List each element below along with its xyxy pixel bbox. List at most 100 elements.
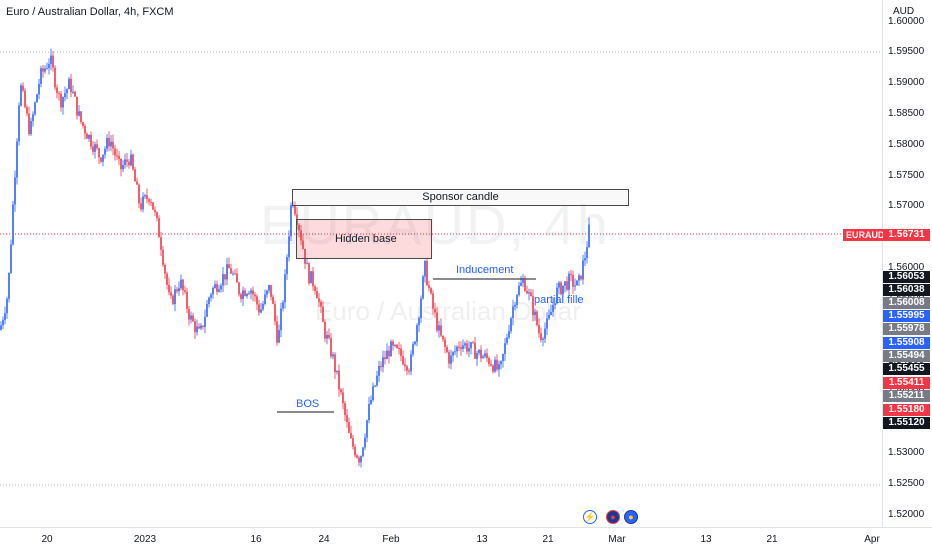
candle-body: [216, 284, 218, 292]
candle-body: [60, 93, 62, 108]
price-badge: 1.56038: [883, 284, 930, 296]
candle-body: [420, 298, 422, 319]
candle-body: [530, 292, 532, 297]
candle-body: [154, 209, 156, 213]
candle-body: [460, 347, 462, 349]
candle-body: [188, 308, 190, 320]
candle-body: [398, 347, 400, 349]
candle-body: [212, 288, 214, 295]
price-tick-label: 1.56000: [888, 262, 925, 274]
candle-body: [110, 141, 112, 147]
candle-body: [300, 230, 302, 241]
candle-body: [218, 289, 220, 292]
candle-body: [2, 319, 4, 326]
time-tick-label: 20: [41, 534, 53, 545]
candle-body: [182, 279, 184, 291]
candle-body: [164, 264, 166, 274]
candle-body: [46, 68, 48, 70]
time-tick-label: 13: [700, 534, 712, 545]
candle-body: [88, 134, 90, 139]
price-tick-label: 1.53000: [888, 447, 925, 459]
candle-body: [564, 281, 566, 286]
candle-body: [58, 93, 60, 95]
candle-body: [200, 325, 202, 329]
candle-body: [424, 260, 426, 277]
candle-body: [306, 263, 308, 265]
sponsor-candle-label: Sponsor candle: [422, 191, 499, 203]
candle-body: [282, 302, 284, 309]
candle-body: [346, 415, 348, 423]
candle-body: [428, 285, 430, 289]
candle-body: [124, 159, 126, 165]
candle-body: [102, 154, 104, 162]
candle-body: [496, 359, 498, 370]
hidden-base-box[interactable]: Hidden base: [296, 219, 432, 259]
candle-body: [152, 202, 154, 210]
candle-body: [6, 298, 8, 314]
candle-body: [548, 315, 550, 319]
candle-body: [50, 55, 52, 64]
candle-body: [294, 205, 296, 215]
candle-body: [198, 326, 200, 329]
candle-body: [376, 375, 378, 386]
price-badge: 1.55908: [883, 337, 930, 349]
candle-body: [196, 326, 198, 333]
candle-body: [434, 308, 436, 313]
candle-body: [348, 422, 350, 433]
candle-body: [68, 78, 70, 90]
candle-body: [28, 113, 30, 135]
candle-body: [554, 303, 556, 305]
candle-body: [538, 324, 540, 334]
symbol-badge: EURAUD: [843, 229, 888, 241]
candle-body: [24, 90, 26, 108]
candle-body: [390, 341, 392, 357]
candle-body: [168, 284, 170, 293]
candle-body: [234, 273, 236, 275]
candle-body: [62, 97, 64, 108]
time-tick-label: 2023: [133, 534, 157, 545]
candle-body: [458, 346, 460, 348]
candle-body: [186, 291, 188, 309]
candle-body: [86, 133, 88, 139]
candle-body: [412, 344, 414, 355]
candle-body: [474, 342, 476, 359]
candle-body: [170, 292, 172, 296]
candle-body: [582, 260, 584, 280]
candle-body: [320, 301, 322, 307]
candle-body: [270, 285, 272, 297]
candle-body: [404, 364, 406, 367]
candle-body: [356, 455, 358, 458]
lightning-icon[interactable]: ⚡: [583, 510, 597, 524]
candle-body: [176, 289, 178, 292]
candle-body: [490, 364, 492, 366]
au-flag-icon[interactable]: ●: [606, 510, 620, 524]
candle-body: [426, 260, 428, 286]
candle-body: [94, 144, 96, 152]
candle-body: [470, 342, 472, 349]
candle-body: [246, 293, 248, 297]
candle-body: [504, 343, 506, 355]
candle-body: [520, 282, 522, 286]
candle-body: [310, 271, 312, 284]
candle-body: [422, 276, 424, 299]
sponsor-candle-box[interactable]: Sponsor candle: [292, 189, 629, 206]
candle-body: [584, 258, 586, 261]
candle-body: [308, 263, 310, 284]
candle-body: [210, 294, 212, 298]
candle-body: [350, 432, 352, 439]
candle-body: [244, 290, 246, 297]
candle-body: [238, 282, 240, 295]
candle-body: [56, 87, 58, 94]
candle-body: [438, 325, 440, 331]
candle-body: [230, 268, 232, 274]
eu-flag-icon[interactable]: ●: [624, 510, 638, 524]
candle-body: [328, 335, 330, 338]
candle-body: [396, 344, 398, 348]
candle-body: [278, 330, 280, 343]
candle-body: [352, 438, 354, 447]
candle-body: [256, 296, 258, 305]
candle-body: [578, 275, 580, 281]
candle-body: [482, 356, 484, 359]
candle-body: [570, 273, 572, 275]
